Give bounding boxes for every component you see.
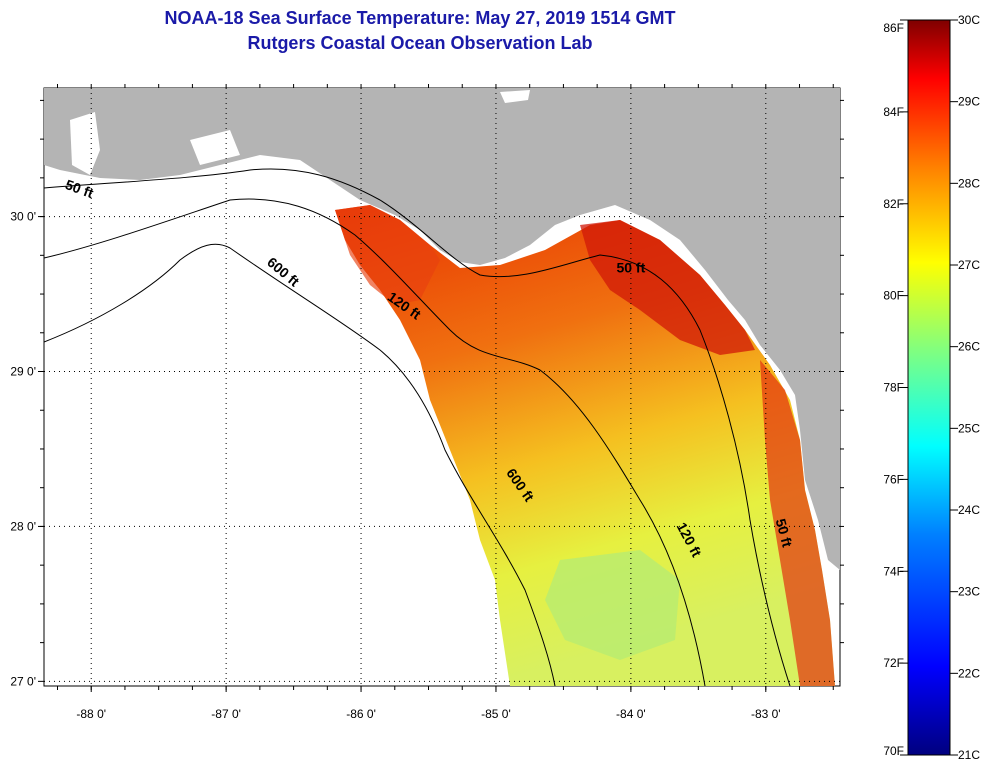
color-scale: 86F 84F 82F 80F 78F 76F 74F 72F 70F 30C 29C 28C 27C… [883, 13, 980, 762]
cb-label-c: 25C [958, 421, 980, 435]
lat-tick-label: 27 0' [10, 674, 36, 688]
cb-label-f: 78F [883, 381, 904, 395]
cb-label-c: 24C [958, 503, 980, 517]
contour-600ft [44, 243, 556, 686]
map-title: NOAA-18 Sea Surface Temperature: May 27,… [164, 8, 676, 28]
land-area [44, 88, 840, 570]
lon-tick-label: -84 0' [616, 707, 646, 721]
celsius-labels: 30C 29C 28C 27C 26C 25C 24C 23C 22C 21C [950, 13, 980, 762]
map-axes: -88 0' -87 0' -86 0' -85 0' -84 0' -83 0' 30 0… [10, 84, 844, 721]
cb-label-c: 27C [958, 258, 980, 272]
cb-label-c: 30C [958, 13, 980, 27]
cb-label-f: 74F [883, 564, 904, 578]
lon-tick-label: -88 0' [76, 707, 106, 721]
cb-label-c: 29C [958, 95, 980, 109]
bay-inlet [70, 112, 100, 175]
cb-label-c: 28C [958, 176, 980, 190]
cb-label-c: 22C [958, 666, 980, 680]
cb-label-f: 82F [883, 197, 904, 211]
cb-label-c: 26C [958, 340, 980, 354]
contour-50ft [44, 168, 791, 686]
cb-label-f: 72F [883, 656, 904, 670]
color-scale-bar [907, 19, 951, 756]
contour-120ft [44, 198, 706, 686]
lat-tick-label: 29 0' [10, 365, 36, 379]
cb-label-f: 70F [883, 744, 904, 758]
sst-cool-patch [545, 550, 680, 660]
cb-label-f: 84F [883, 105, 904, 119]
contour-label: 50 ft [616, 259, 645, 275]
bay-inlet [500, 90, 530, 103]
lon-tick-label: -85 0' [481, 707, 511, 721]
contour-label: 50 ft [773, 517, 796, 549]
cb-label-c: 23C [958, 585, 980, 599]
lat-tick-label: 28 0' [10, 519, 36, 533]
map-subtitle: Rutgers Coastal Ocean Observation Lab [247, 33, 593, 53]
cb-label-f: 76F [883, 472, 904, 486]
sst-warm-band [335, 205, 440, 305]
lon-tick-label: -83 0' [751, 707, 781, 721]
sst-warm-band [760, 360, 835, 686]
cb-label-f: 86F [883, 21, 904, 35]
lon-tick-label: -86 0' [346, 707, 376, 721]
bay-inlet [190, 130, 240, 165]
cb-label-c: 21C [958, 748, 980, 762]
sst-warm-band [580, 220, 755, 355]
lat-tick-label: 30 0' [10, 210, 36, 224]
fahrenheit-labels: 86F 84F 82F 80F 78F 76F 74F 72F 70F [883, 19, 908, 758]
lon-tick-label: -87 0' [211, 707, 241, 721]
cb-label-f: 80F [883, 289, 904, 303]
